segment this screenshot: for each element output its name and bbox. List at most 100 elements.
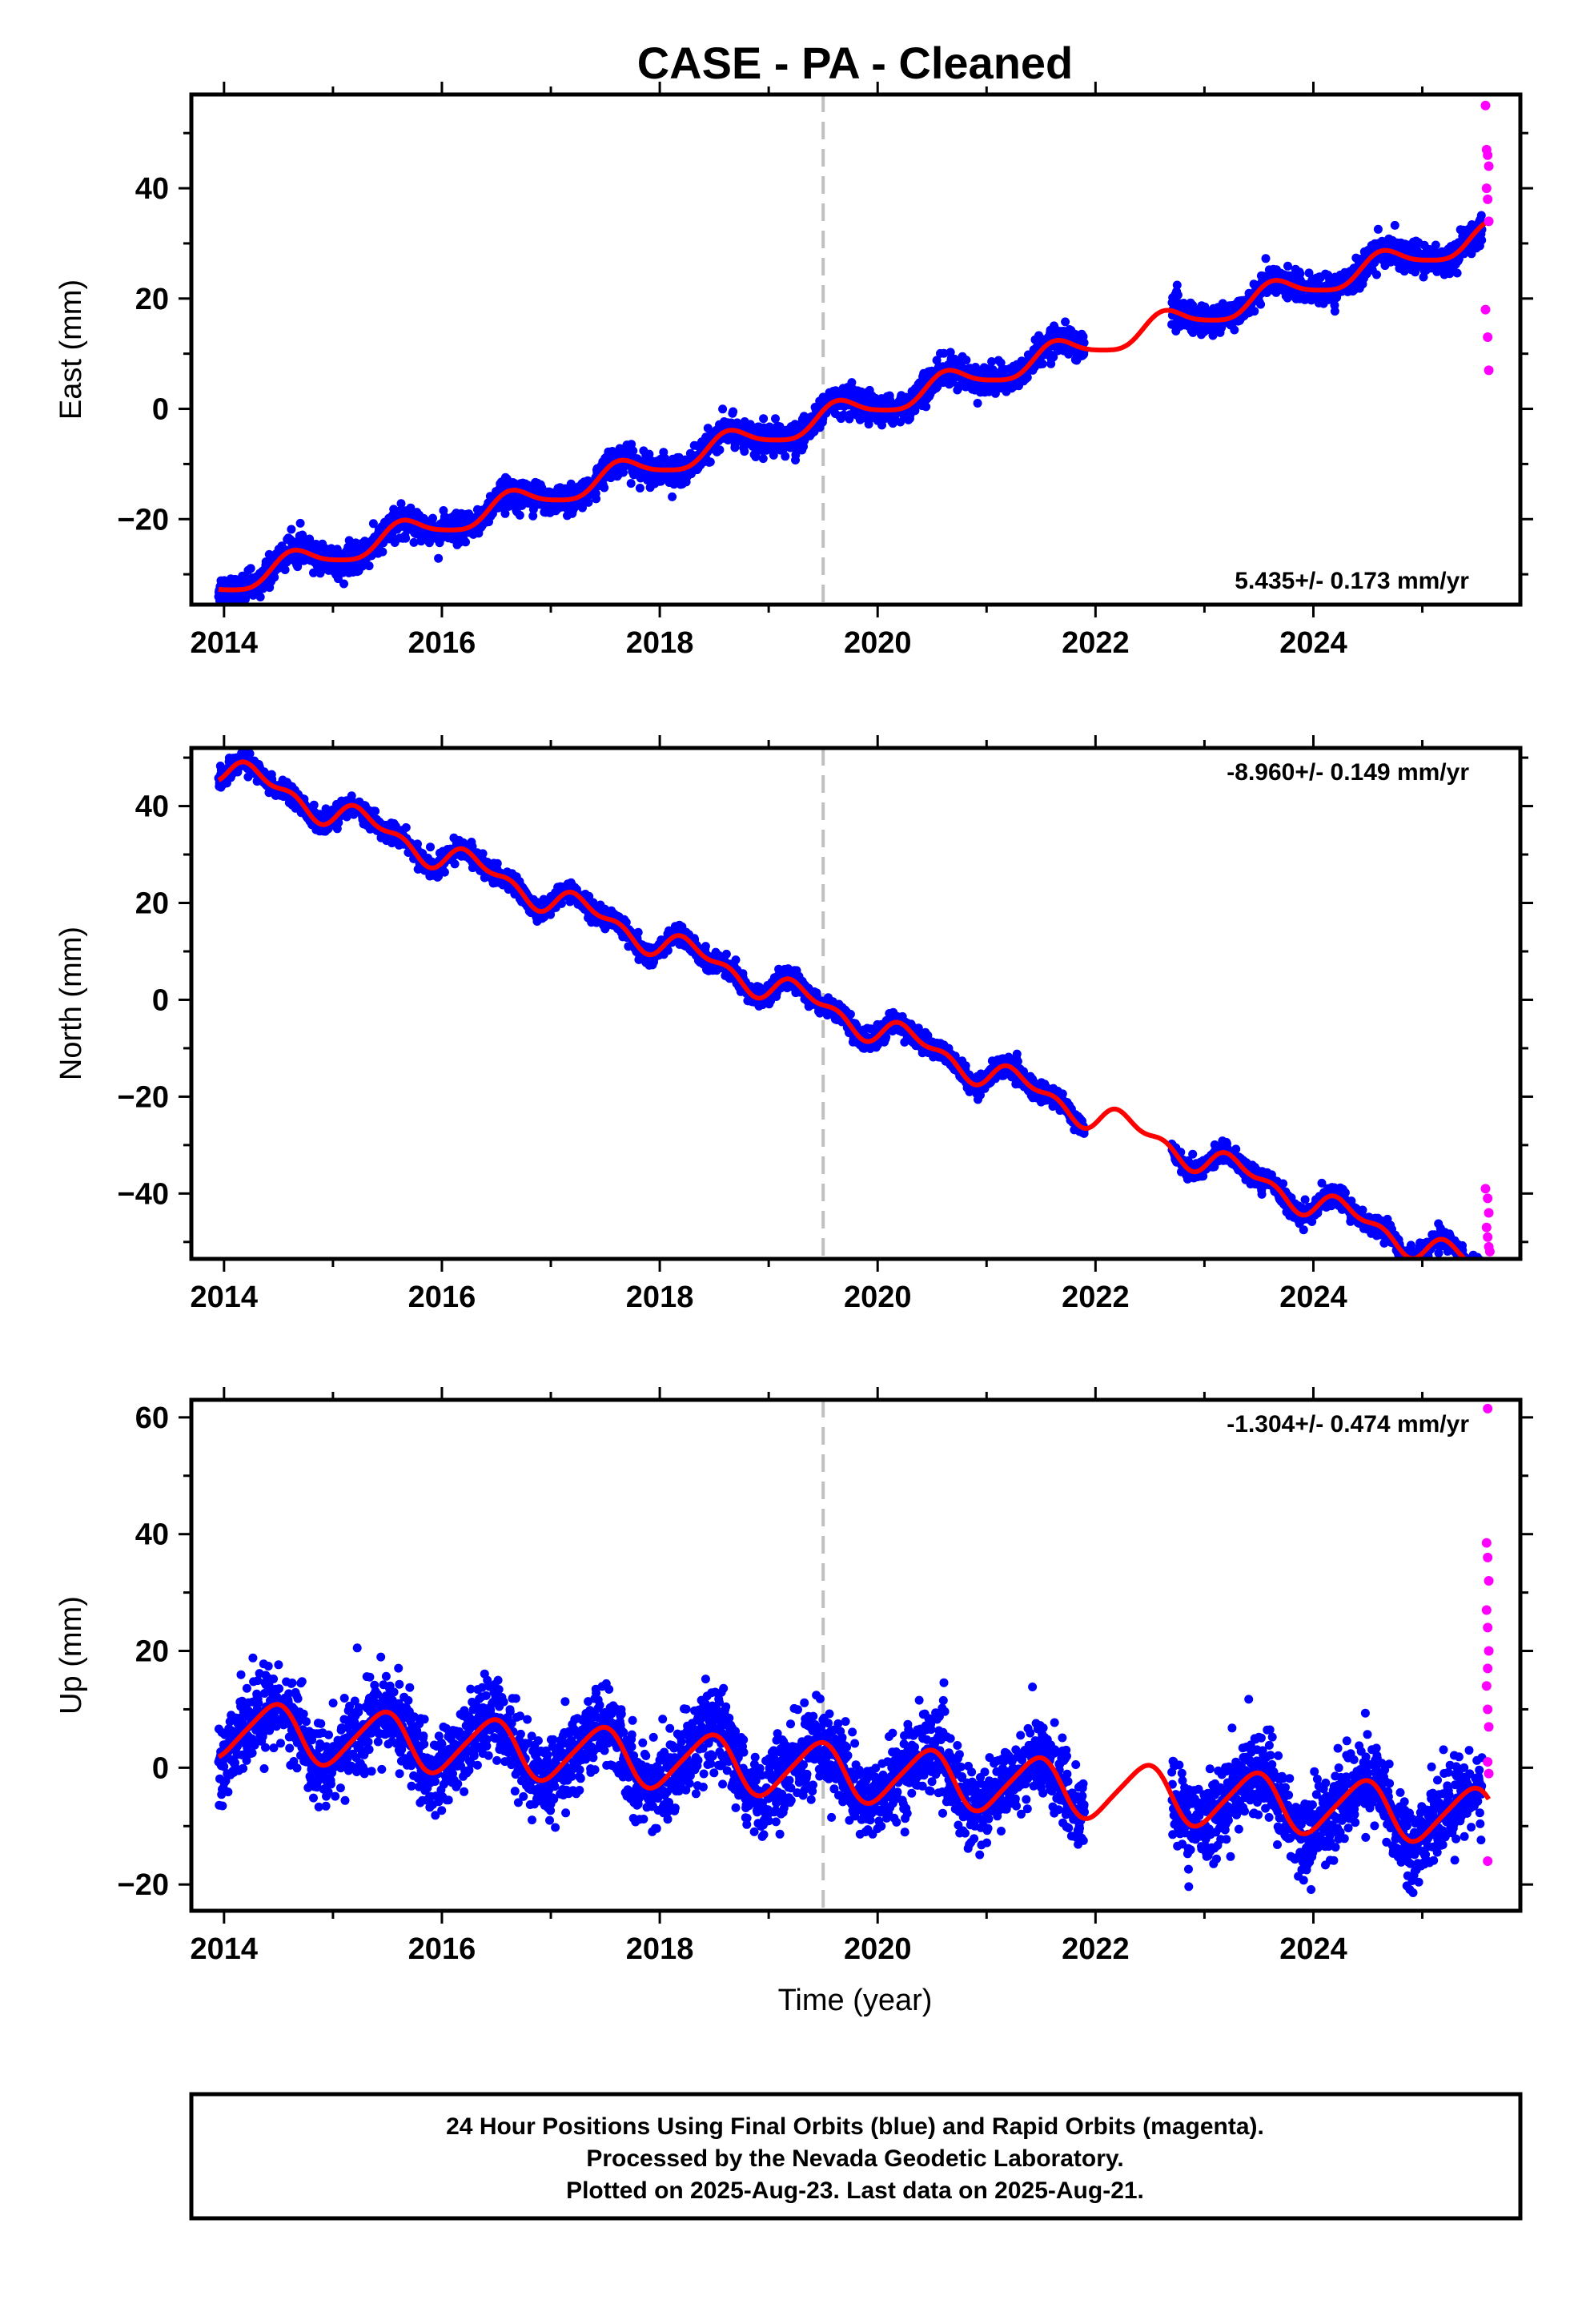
rapid-orbit-point (1484, 216, 1494, 227)
final-orbit-point (255, 593, 265, 601)
rapid-orbit-point (1484, 365, 1494, 376)
rapid-orbit-point (1483, 194, 1493, 204)
final-orbit-point (1283, 261, 1292, 271)
final-orbit-point (401, 533, 411, 543)
final-orbit-point (847, 378, 857, 388)
final-orbit-point (378, 547, 387, 557)
x-tick-label: 2024 (1279, 626, 1347, 660)
final-orbit-point (339, 579, 348, 589)
final-orbit-points (214, 211, 1487, 605)
x-tick-label: 2020 (844, 626, 912, 660)
final-orbit-point (1022, 372, 1032, 382)
final-orbit-point (600, 483, 609, 493)
final-orbit-point (987, 357, 997, 366)
final-orbit-point (461, 537, 470, 547)
final-orbit-point (718, 404, 728, 414)
final-orbit-point (488, 509, 497, 518)
final-orbit-point (428, 513, 437, 523)
final-orbit-point (478, 849, 488, 858)
final-orbit-point (1061, 317, 1070, 327)
final-orbit-point (1452, 268, 1462, 278)
final-orbit-point (280, 565, 290, 574)
final-orbit-point (1173, 290, 1182, 300)
final-orbit-point (1049, 352, 1058, 362)
final-orbit-point (910, 406, 920, 416)
final-orbit-point (401, 822, 411, 832)
final-orbit-point (406, 503, 416, 513)
final-orbit-point (287, 525, 296, 534)
final-orbit-point (426, 842, 435, 852)
final-orbit-point (295, 518, 305, 528)
rapid-orbit-point (1480, 100, 1491, 111)
final-orbit-point (1230, 325, 1239, 335)
final-orbit-point (1250, 307, 1259, 316)
final-orbit-point (1373, 224, 1383, 234)
final-orbit-point (1476, 211, 1486, 220)
final-orbit-point (368, 519, 378, 529)
final-orbit-point (921, 402, 931, 412)
panel-north: 2014 2016 2018 2020 2022 2024−40−2002040North… (54, 735, 1533, 1314)
final-orbit-point (628, 446, 638, 456)
x-tick-label: 2018 (626, 626, 694, 660)
final-orbit-point (396, 499, 406, 509)
final-orbit-point (759, 414, 769, 424)
final-orbit-point (633, 927, 643, 937)
final-orbit-point (705, 457, 715, 467)
y-axis-label-east: East (mm) (54, 279, 88, 420)
final-orbit-point (500, 509, 510, 518)
plot-area-north (214, 748, 1495, 1259)
y-tick-label: −20 (118, 503, 169, 537)
final-orbit-points (214, 748, 1484, 1259)
final-orbit-point (996, 358, 1006, 368)
final-orbit-point (973, 399, 982, 408)
final-orbit-point (413, 839, 422, 849)
final-orbit-point (309, 568, 318, 577)
y-tick-label: 0 (152, 393, 169, 427)
final-orbit-point (492, 858, 502, 868)
final-orbit-point (932, 356, 942, 365)
final-orbit-point (364, 561, 374, 571)
rapid-orbit-points (1480, 100, 1494, 376)
final-orbit-point (450, 859, 460, 869)
final-orbit-point (769, 450, 778, 460)
final-orbit-point (409, 537, 419, 547)
final-orbit-point (864, 420, 873, 429)
final-orbit-point (1477, 235, 1487, 245)
final-orbit-point (619, 468, 628, 477)
final-orbit-point (1304, 268, 1314, 278)
final-orbit-point (1038, 359, 1047, 368)
final-orbit-point (715, 445, 725, 455)
final-orbit-point (566, 479, 576, 489)
final-orbit-point (1261, 254, 1271, 263)
final-orbit-point (1431, 240, 1440, 250)
rapid-orbit-point (1481, 183, 1492, 194)
plot-frame (189, 92, 1523, 607)
final-orbit-point (962, 356, 971, 365)
final-orbit-point (791, 450, 801, 460)
final-orbit-point (434, 553, 444, 563)
x-tick-label: 2014 (191, 626, 259, 660)
final-orbit-point (515, 510, 524, 520)
final-orbit-point (729, 407, 738, 416)
final-orbit-point (584, 497, 593, 507)
final-orbit-point (246, 564, 255, 573)
rapid-orbit-point (1484, 161, 1494, 171)
rate-label-east: 5.435+/- 0.173 mm/yr (1235, 568, 1469, 594)
final-orbit-point (245, 749, 255, 758)
rapid-orbit-point (1483, 332, 1493, 343)
final-orbit-point (1079, 338, 1089, 348)
y-tick-label: 40 (135, 172, 169, 206)
final-orbit-point (528, 511, 538, 521)
final-orbit-point (668, 492, 677, 501)
final-orbit-point (758, 454, 768, 464)
final-orbit-point (1390, 220, 1399, 230)
final-orbit-point (440, 867, 449, 877)
plot-area-east (214, 94, 1494, 605)
rapid-orbit-point (1480, 304, 1491, 315)
final-orbit-point (592, 494, 601, 504)
figure-title: CASE - PA - Cleaned (637, 38, 1074, 88)
final-orbit-point (627, 440, 636, 449)
